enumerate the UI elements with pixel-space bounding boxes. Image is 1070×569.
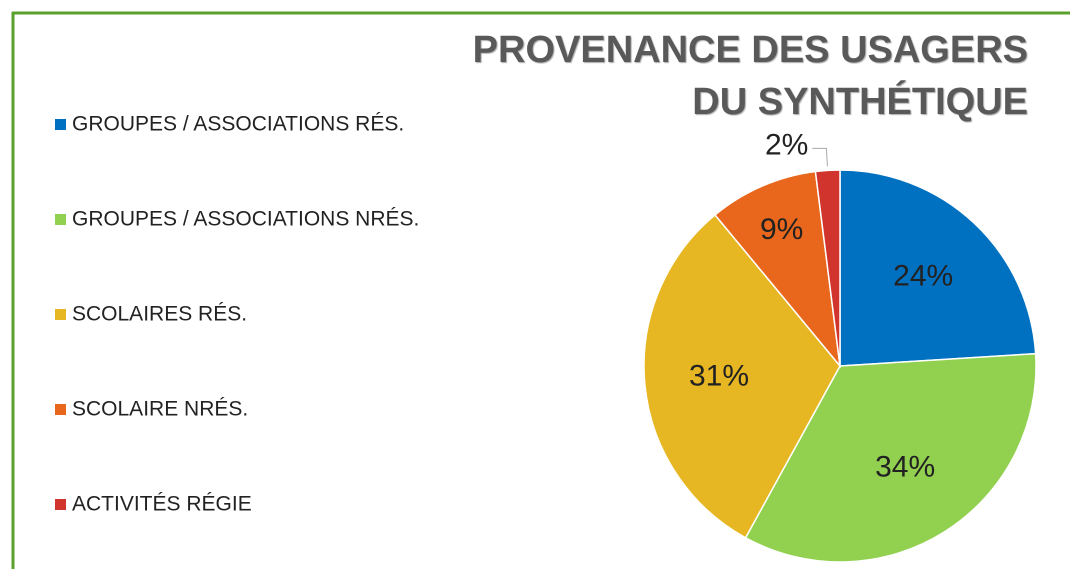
chart-title: PROVENANCE DES USAGERS DU SYNTHÉTIQUE bbox=[472, 29, 1028, 123]
legend-swatch bbox=[55, 499, 66, 510]
leader-line bbox=[812, 147, 828, 167]
data-label: 34% bbox=[875, 451, 935, 484]
legend-label: GROUPES / ASSOCIATIONS NRÉS. bbox=[72, 208, 419, 231]
data-label: 24% bbox=[893, 259, 953, 292]
pie-slice bbox=[714, 170, 842, 369]
legend-label: SCOLAIRE NRÉS. bbox=[72, 398, 248, 421]
data-label: 2% bbox=[765, 128, 808, 161]
data-label: 31% bbox=[689, 359, 749, 392]
legend-swatch bbox=[55, 309, 66, 320]
legend-label: ACTIVITÉS RÉGIE bbox=[72, 493, 252, 516]
legend-swatch bbox=[55, 119, 66, 130]
pie-slice bbox=[814, 169, 841, 367]
pie-slice bbox=[839, 169, 1037, 367]
pie-slice bbox=[643, 213, 841, 539]
legend-swatch bbox=[55, 404, 66, 415]
legend-label: SCOLAIRES RÉS. bbox=[72, 303, 247, 326]
data-label: 9% bbox=[760, 213, 803, 246]
legend-swatch bbox=[55, 214, 66, 225]
legend-label: GROUPES / ASSOCIATIONS RÉS. bbox=[72, 113, 404, 136]
